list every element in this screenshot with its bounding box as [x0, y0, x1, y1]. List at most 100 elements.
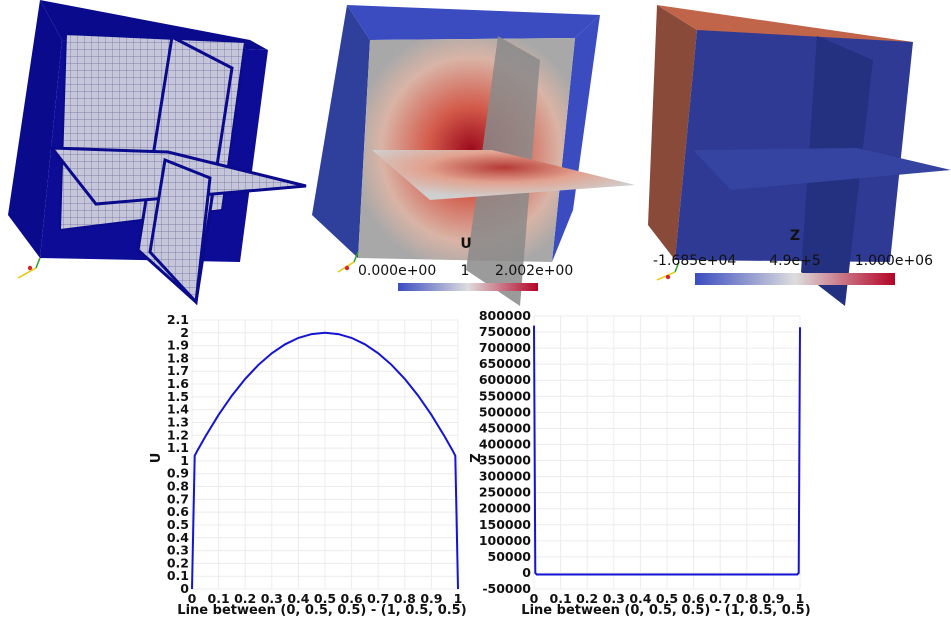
z-field-3d-view: Z -1.685e+04 4.9e+5 1.000e+06 — [648, 5, 951, 306]
y-tick-label: 0.2 — [167, 555, 189, 570]
u-field-3d-view: U 0.000e+00 1 2.002e+00 — [312, 5, 635, 306]
y-axis-label: U — [150, 453, 164, 464]
y-tick-label: 1.8 — [167, 350, 189, 365]
series-line — [533, 325, 801, 576]
y-tick-label: 450000 — [479, 420, 531, 435]
x-tick-label: 0.9 — [420, 591, 442, 606]
y-tick-label: 0 — [522, 565, 531, 580]
u-colorbar-gradient — [398, 283, 538, 291]
mesh-vertical-plane-front — [148, 157, 212, 306]
y-tick-label: -50000 — [482, 581, 531, 596]
z-colorbar-max: 1.000e+06 — [855, 253, 933, 269]
y-tick-label: 400000 — [479, 436, 531, 451]
y-tick-label: 2.1 — [167, 312, 189, 327]
y-tick-label: 0.5 — [167, 517, 189, 532]
y-tick-label: 0.8 — [167, 479, 189, 494]
y-tick-label: 1.7 — [167, 363, 189, 378]
y-tick-label: 350000 — [479, 453, 531, 468]
x-tick-label: 0 — [530, 591, 539, 606]
u-colorbar-max: 2.002e+00 — [495, 263, 573, 279]
y-tick-label: 2 — [180, 325, 189, 340]
orientation-axes-icon — [656, 261, 680, 281]
y-tick-label: 150000 — [479, 517, 531, 532]
plot-series — [191, 331, 459, 590]
cube-left-face — [8, 0, 62, 258]
x-tick-label: 0.4 — [629, 591, 651, 606]
z-colorbar-gradient — [695, 273, 895, 285]
x-tick-label: 1 — [796, 591, 805, 606]
x-tick-label: 0.6 — [683, 591, 705, 606]
plot-grid — [533, 315, 801, 590]
z-colorbar-mid: 4.9e+5 — [769, 253, 821, 269]
u-colorbar-title: U — [460, 236, 471, 252]
x-tick-labels: 0 0.1 0.2 0.3 0.4 0.5 0.6 0.7 0.8 0.9 1 — [188, 591, 463, 606]
cube-left-face — [312, 5, 370, 258]
y-tick-label: 0 — [180, 581, 189, 596]
mesh-3d-view — [8, 0, 307, 306]
y-tick-label: 500000 — [479, 404, 531, 419]
x-tick-label: 0.8 — [394, 591, 416, 606]
y-tick-label: 1 — [180, 453, 189, 468]
x-tick-label: 0 — [188, 591, 197, 606]
u-colorbar-min: 0.000e+00 — [358, 263, 436, 279]
u-colorbar-mid: 1 — [461, 263, 470, 279]
x-tick-label: 0.3 — [261, 591, 283, 606]
x-axis-label: Line between (0, 0.5, 0.5) - (1, 0.5, 0.… — [521, 603, 810, 618]
series-line — [191, 331, 459, 590]
cube-top-face — [347, 5, 600, 40]
x-tick-label: 0.5 — [656, 591, 678, 606]
y-tick-label: 200000 — [479, 501, 531, 516]
y-tick-label: 1.3 — [167, 414, 189, 429]
x-tick-label: 0.8 — [736, 591, 758, 606]
cube-left-face — [648, 5, 697, 260]
y-tick-labels: -500000500001000001500002000002500003000… — [479, 310, 531, 596]
x-tick-label: 0.9 — [762, 591, 784, 606]
x-tick-label: 0.5 — [314, 591, 336, 606]
x-tick-label: 0.1 — [550, 591, 572, 606]
cube-right-face — [552, 15, 600, 262]
orientation-axes-icon — [17, 257, 41, 279]
y-axis-label: Z — [470, 453, 484, 462]
y-tick-label: 0.3 — [167, 543, 189, 558]
x-tick-label: 1 — [454, 591, 463, 606]
x-axis-label: Line between (0, 0.5, 0.5) - (1, 0.5, 0.… — [177, 603, 466, 618]
y-tick-label: 0.9 — [167, 466, 189, 481]
x-tick-label: 0.2 — [234, 591, 256, 606]
y-tick-label: 650000 — [479, 356, 531, 371]
plot-series — [533, 325, 801, 576]
u-colorbar: U 0.000e+00 1 2.002e+00 — [358, 236, 573, 291]
x-tick-label: 0.7 — [367, 591, 389, 606]
x-tick-labels: 0 0.1 0.2 0.3 0.4 0.5 0.6 0.7 0.8 0.9 1 — [530, 591, 805, 606]
slice-horizontal-plane — [372, 150, 635, 200]
y-tick-label: 100000 — [479, 533, 531, 548]
y-tick-label: 0.6 — [167, 504, 189, 519]
z-colorbar-min: -1.685e+04 — [653, 253, 736, 269]
y-tick-label: 0.7 — [167, 491, 189, 506]
z-line-plot: -500000500001000001500002000002500003000… — [470, 310, 810, 618]
x-tick-label: 0.7 — [709, 591, 731, 606]
u-line-plot: 00.10.20.30.40.50.60.70.80.911.11.21.31.… — [150, 312, 467, 618]
y-tick-label: 1.2 — [167, 427, 189, 442]
y-tick-label: 1.1 — [167, 440, 189, 455]
y-tick-label: 1.6 — [167, 376, 189, 391]
y-tick-label: 250000 — [479, 485, 531, 500]
y-tick-label: 550000 — [479, 388, 531, 403]
x-tick-label: 0.2 — [576, 591, 598, 606]
z-colorbar: Z -1.685e+04 4.9e+5 1.000e+06 — [653, 228, 933, 285]
orientation-axes-icon — [337, 251, 359, 273]
y-tick-label: 1.9 — [167, 338, 189, 353]
slice-horizontal-plane — [693, 148, 951, 190]
y-tick-labels: 00.10.20.30.40.50.60.70.80.911.11.21.31.… — [167, 312, 189, 596]
y-tick-label: 800000 — [479, 310, 531, 323]
y-tick-label: 750000 — [479, 324, 531, 339]
x-tick-label: 0.6 — [341, 591, 363, 606]
y-tick-label: 0.1 — [167, 568, 189, 583]
y-tick-label: 700000 — [479, 340, 531, 355]
y-tick-label: 50000 — [488, 549, 532, 564]
y-tick-label: 1.4 — [167, 402, 189, 417]
x-tick-label: 0.3 — [603, 591, 625, 606]
plot-grid — [191, 319, 459, 590]
y-tick-label: 1.5 — [167, 389, 189, 404]
y-tick-label: 0.4 — [167, 530, 189, 545]
z-colorbar-title: Z — [790, 228, 800, 244]
